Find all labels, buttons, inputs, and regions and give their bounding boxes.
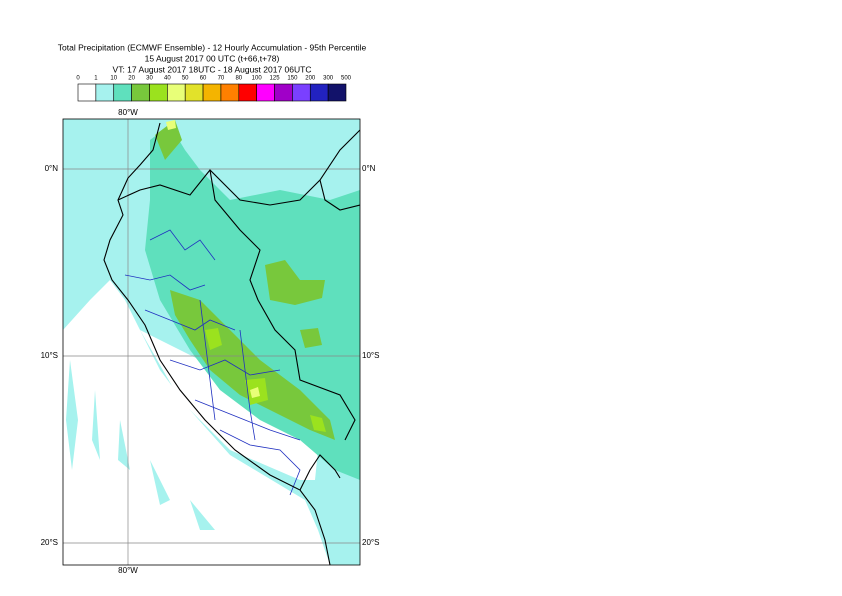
map-frame bbox=[62, 118, 361, 566]
precip-field bbox=[155, 120, 325, 348]
legend-label: 70 bbox=[218, 76, 225, 82]
legend-box bbox=[95, 83, 115, 102]
legend-box bbox=[149, 83, 168, 102]
dry-area bbox=[140, 330, 320, 480]
precip-streaks bbox=[66, 360, 215, 530]
legend-box bbox=[113, 83, 132, 102]
legend-label: 500 bbox=[341, 76, 352, 82]
legend: 0 1 10 20 30 40 50 60 70 80 100 125 150 200 300 500 bbox=[76, 76, 352, 102]
legend-label: 60 bbox=[200, 76, 207, 82]
legend-label: 40 bbox=[164, 76, 171, 82]
legend-label: 10 bbox=[110, 76, 117, 82]
legend-label: 300 bbox=[323, 76, 334, 82]
lon-label: 80°W bbox=[118, 108, 138, 117]
dry-area bbox=[63, 280, 330, 565]
precip-field bbox=[170, 290, 335, 440]
legend-label: 125 bbox=[270, 76, 281, 82]
legend-label: 150 bbox=[287, 76, 298, 82]
legend-label: 1 bbox=[94, 76, 98, 82]
department-borders bbox=[124, 229, 301, 496]
precip-field bbox=[145, 125, 360, 480]
legend-box bbox=[220, 83, 240, 102]
legend-box bbox=[202, 83, 222, 102]
legend-label: 200 bbox=[305, 76, 316, 82]
legend-label: 20 bbox=[128, 76, 135, 82]
legend-box bbox=[327, 83, 347, 102]
lat-label: 10°S bbox=[362, 351, 379, 360]
borders bbox=[103, 122, 360, 565]
legend-label: 80 bbox=[235, 76, 242, 82]
legend-label: 0 bbox=[76, 76, 80, 82]
lat-label: 20°S bbox=[41, 538, 58, 547]
legend-box bbox=[274, 83, 293, 102]
legend-label: 30 bbox=[146, 76, 153, 82]
map: 80°W 80°W 0°N 0°N 10°S 10°S 20°S 20°S bbox=[41, 108, 380, 575]
lon-label: 80°W bbox=[118, 566, 138, 575]
legend-label: 50 bbox=[182, 76, 189, 82]
valid-time: VT: 17 August 2017 18UTC - 18 August 201… bbox=[113, 64, 312, 74]
lat-label: 0°N bbox=[362, 164, 376, 173]
legend-label: 100 bbox=[252, 76, 263, 82]
title: Total Precipitation (ECMWF Ensemble) - 1… bbox=[58, 42, 367, 52]
legend-box bbox=[238, 83, 257, 102]
precip-field bbox=[205, 328, 326, 432]
legend-box bbox=[292, 83, 311, 102]
legend-box bbox=[309, 83, 329, 102]
lat-label: 20°S bbox=[362, 538, 379, 547]
lat-label: 10°S bbox=[41, 351, 58, 360]
lat-label: 0°N bbox=[45, 164, 59, 173]
legend-box bbox=[131, 83, 150, 102]
legend-box bbox=[256, 83, 275, 102]
legend-box bbox=[167, 83, 186, 102]
legend-box bbox=[77, 83, 97, 102]
legend-box bbox=[184, 83, 204, 102]
run-time: 15 August 2017 00 UTC (t+66,t+78) bbox=[145, 53, 280, 63]
